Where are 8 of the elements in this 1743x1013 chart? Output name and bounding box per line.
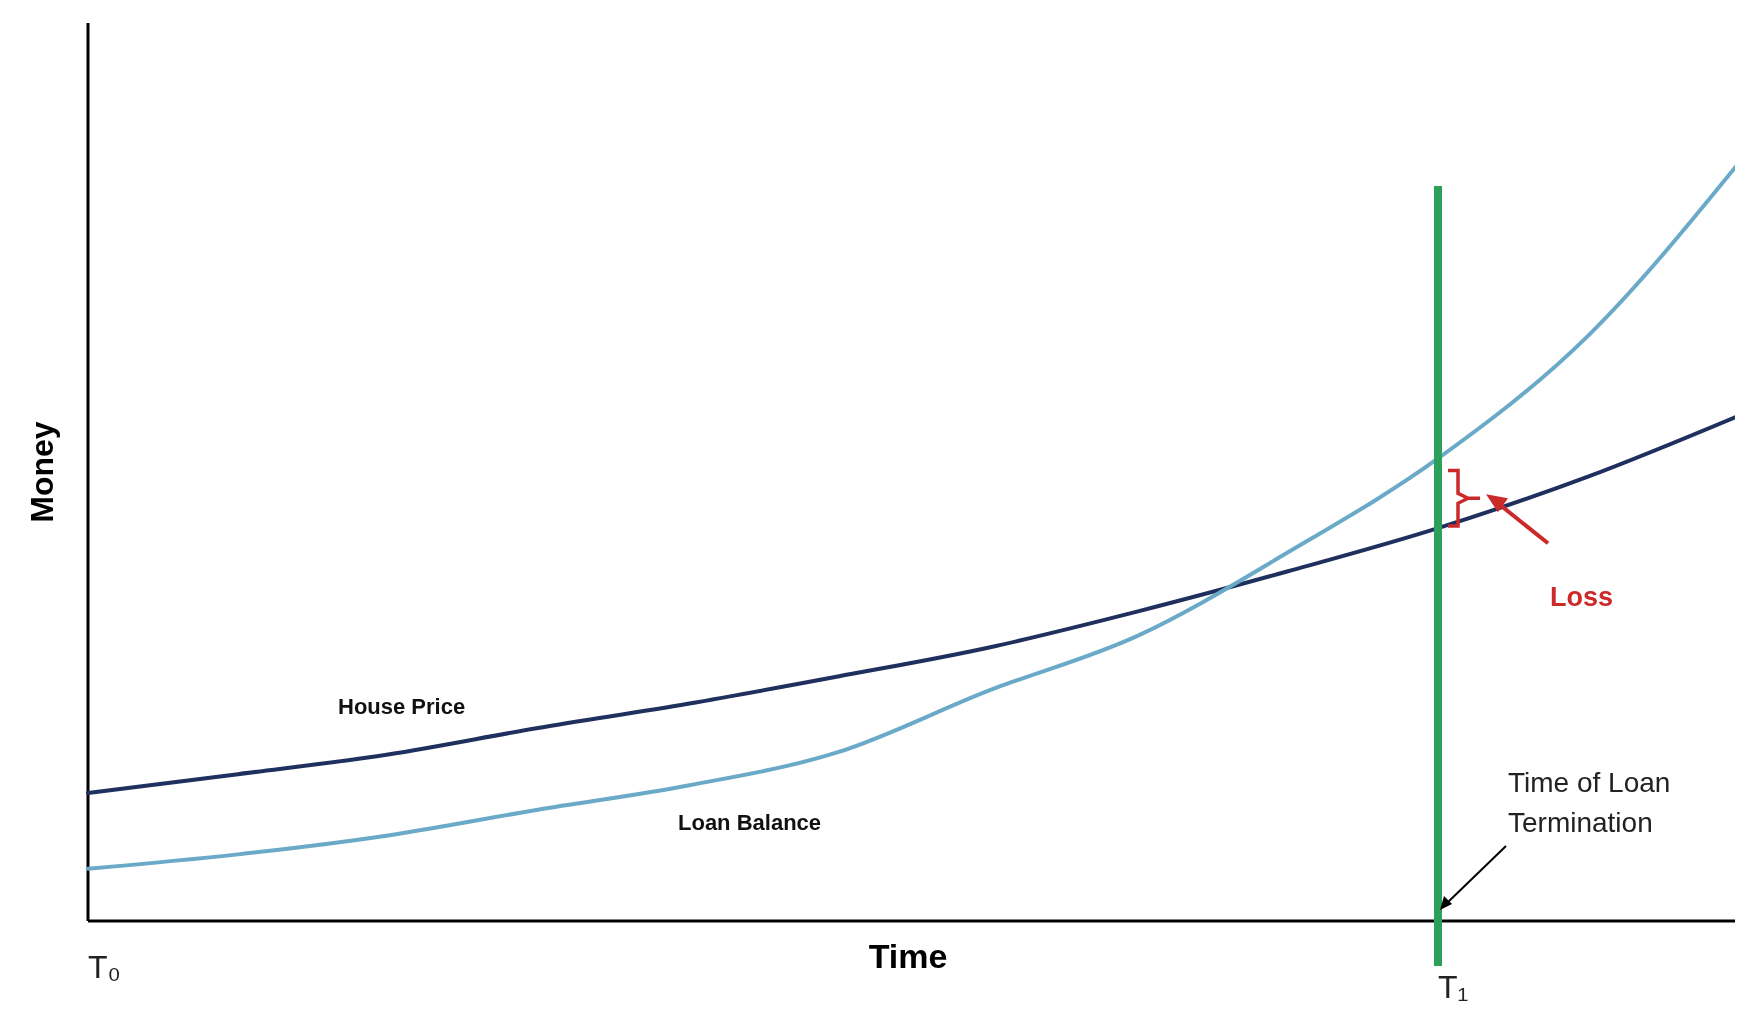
y-axis-title: Money	[24, 421, 60, 523]
annotation: Loss	[1550, 582, 1614, 613]
series-label: Loan Balance	[678, 810, 822, 836]
series-label: House Price	[338, 694, 466, 720]
x-axis-title: Time	[868, 937, 948, 975]
ref-line-label: Time of Loan Termination	[1508, 767, 1671, 838]
x-tick-label: T₀	[88, 949, 121, 985]
x-tick-label: T₁	[1438, 969, 1469, 1005]
